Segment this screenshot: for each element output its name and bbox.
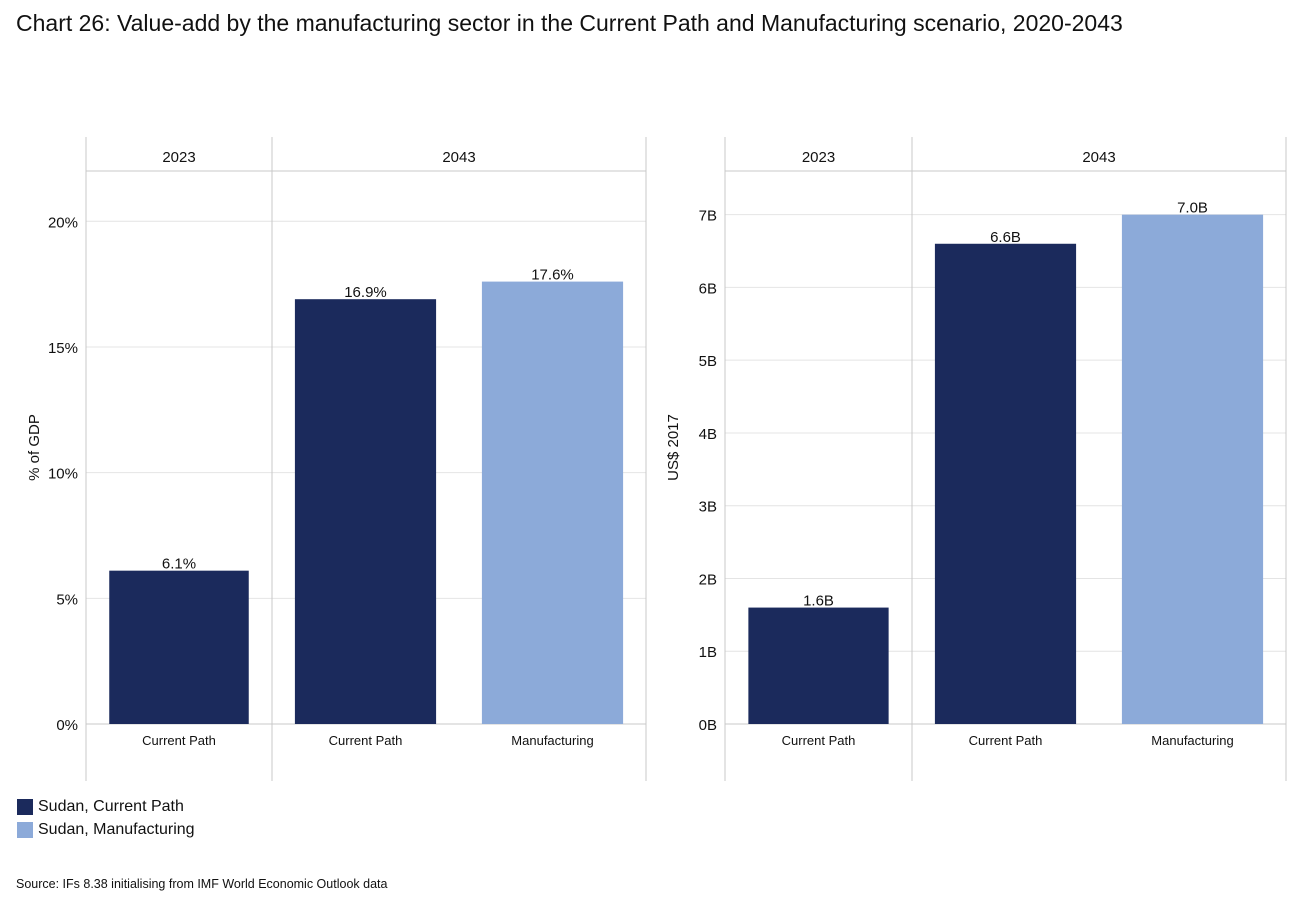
y-tick-label: 2B: [699, 571, 717, 588]
group-header-2023: 2023: [802, 149, 835, 166]
chart-panel-2: 0B 1B 2B 3B 4B 5B 6B 7B US$ 2017 2023 1.6B Current …: [665, 137, 1287, 781]
bar: [481, 281, 624, 724]
group-header-2043: 2043: [1082, 149, 1115, 166]
bar-value-label: 17.6%: [531, 267, 574, 284]
x-category-label: Manufacturing: [1151, 733, 1233, 748]
bar: [1121, 214, 1264, 724]
legend: Sudan, Current Path Sudan, Manufacturing: [17, 795, 195, 841]
legend-item-current-path: Sudan, Current Path: [17, 795, 195, 818]
x-category-label: Current Path: [329, 733, 403, 748]
bar-value-label: 16.9%: [344, 284, 387, 301]
legend-label-manufacturing: Sudan, Manufacturing: [38, 820, 195, 838]
group-header-2043: 2043: [442, 149, 475, 166]
x-category-label: Current Path: [782, 733, 856, 748]
source-note: Source: IFs 8.38 initialising from IMF W…: [16, 877, 388, 891]
x-category-label: Current Path: [142, 733, 216, 748]
y-tick-label: 5B: [699, 353, 717, 370]
bar: [748, 607, 889, 724]
chart-panel-1: 0% 5% 10% 15% 20% % of GDP 2023 6.1% Current Pat…: [26, 137, 647, 781]
y-axis-label: % of GDP: [26, 414, 43, 481]
y-tick-label: 0B: [699, 717, 717, 734]
y-tick-label: 1B: [699, 644, 717, 661]
bar-value-label: 1.6B: [803, 593, 834, 610]
bar-value-label: 6.6B: [990, 229, 1021, 246]
y-tick-label: 4B: [699, 426, 717, 443]
y-tick-label: 0%: [56, 717, 78, 734]
x-category-label: Current Path: [969, 733, 1043, 748]
legend-label-current-path: Sudan, Current Path: [38, 797, 184, 815]
legend-item-manufacturing: Sudan, Manufacturing: [17, 818, 195, 841]
y-tick-label: 10%: [48, 466, 78, 483]
bar: [934, 243, 1077, 724]
y-tick-label: 5%: [56, 591, 78, 608]
y-tick-label: 20%: [48, 214, 78, 231]
y-tick-label: 6B: [699, 280, 717, 297]
y-axis-label: US$ 2017: [665, 414, 682, 481]
y-tick-label: 7B: [699, 208, 717, 225]
y-tick-label: 3B: [699, 499, 717, 516]
bar-value-label: 6.1%: [162, 556, 196, 573]
y-tick-label: 15%: [48, 340, 78, 357]
bar: [294, 299, 437, 724]
group-header-2023: 2023: [162, 149, 195, 166]
bar: [109, 570, 249, 724]
x-category-label: Manufacturing: [511, 733, 593, 748]
legend-swatch-current-path: [17, 798, 33, 815]
chart-title: Chart 26: Value-add by the manufacturing…: [16, 10, 1123, 36]
legend-swatch-manufacturing: [17, 821, 33, 838]
bar-value-label: 7.0B: [1177, 200, 1208, 217]
